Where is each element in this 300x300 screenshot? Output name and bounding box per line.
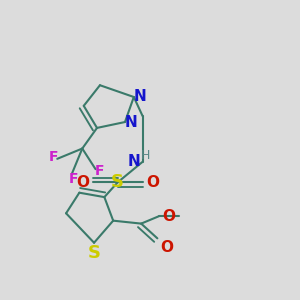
Text: O: O xyxy=(160,240,173,255)
Text: H: H xyxy=(141,149,150,162)
Text: N: N xyxy=(134,89,147,104)
Text: N: N xyxy=(125,115,138,130)
Text: N: N xyxy=(128,154,141,169)
Text: S: S xyxy=(111,173,124,191)
Text: F: F xyxy=(95,164,105,178)
Text: O: O xyxy=(162,209,176,224)
Text: F: F xyxy=(69,172,78,186)
Text: S: S xyxy=(88,244,100,262)
Text: F: F xyxy=(49,150,58,164)
Text: O: O xyxy=(76,175,89,190)
Text: O: O xyxy=(146,175,159,190)
